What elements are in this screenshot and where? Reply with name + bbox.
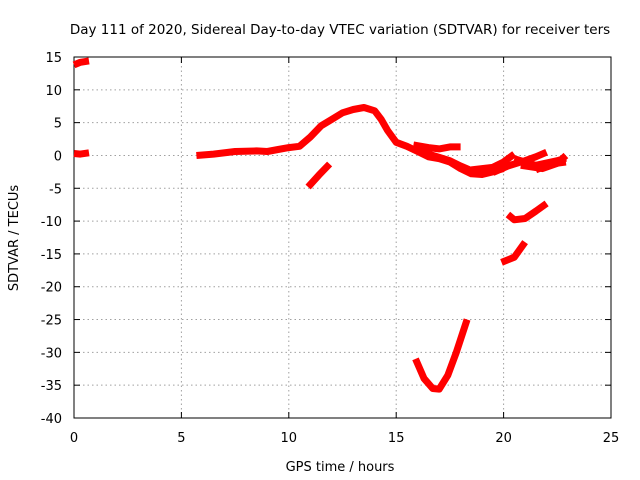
plot-frame	[73, 56, 612, 419]
series-arc-v-dip	[412, 318, 471, 393]
y-tick-label: -40	[41, 412, 62, 427]
series-arc-right-a	[470, 151, 517, 174]
series-arc-right-e	[534, 158, 567, 174]
y-tick-label: 10	[45, 84, 62, 99]
series-arc-top-left	[72, 57, 90, 69]
x-axis-label: GPS time / hours	[286, 460, 395, 475]
x-tick-label: 0	[70, 431, 78, 446]
chart-title: Day 111 of 2020, Sidereal Day-to-day VTE…	[70, 22, 610, 38]
series-arc-16-18	[412, 141, 461, 153]
x-tick-label: 5	[177, 431, 185, 446]
y-tick-label: -30	[41, 346, 62, 361]
x-tick-label: 25	[603, 431, 620, 446]
x-tick-label: 10	[281, 431, 298, 446]
x-tick-label: 15	[388, 431, 405, 446]
series-layer	[72, 57, 569, 393]
tick-layer: 0 5 10 15 20 25 15 10 5 0 -5 -10 -15 -20 -25 -30 -35 -40	[41, 51, 620, 446]
series-arc-short-falling	[305, 161, 333, 190]
y-tick-label: 15	[45, 51, 62, 66]
y-tick-label: -5	[49, 182, 62, 197]
series-arc-main-wide	[416, 145, 505, 176]
y-tick-label: -35	[41, 379, 62, 394]
series-arc-minus-9	[505, 200, 549, 224]
grid-layer	[74, 57, 611, 418]
y-tick-label: -25	[41, 314, 62, 329]
y-axis-label: SDTVAR / TECUs	[7, 185, 22, 292]
x-tick-label: 20	[495, 431, 512, 446]
y-tick-label: -20	[41, 281, 62, 296]
y-tick-label: 5	[54, 117, 62, 132]
y-tick-label: -15	[41, 248, 62, 263]
series-arc-minus-16	[500, 240, 528, 266]
y-tick-label: -10	[41, 215, 62, 230]
y-tick-label: 0	[54, 149, 62, 164]
series-arc-zero-left	[73, 149, 90, 158]
